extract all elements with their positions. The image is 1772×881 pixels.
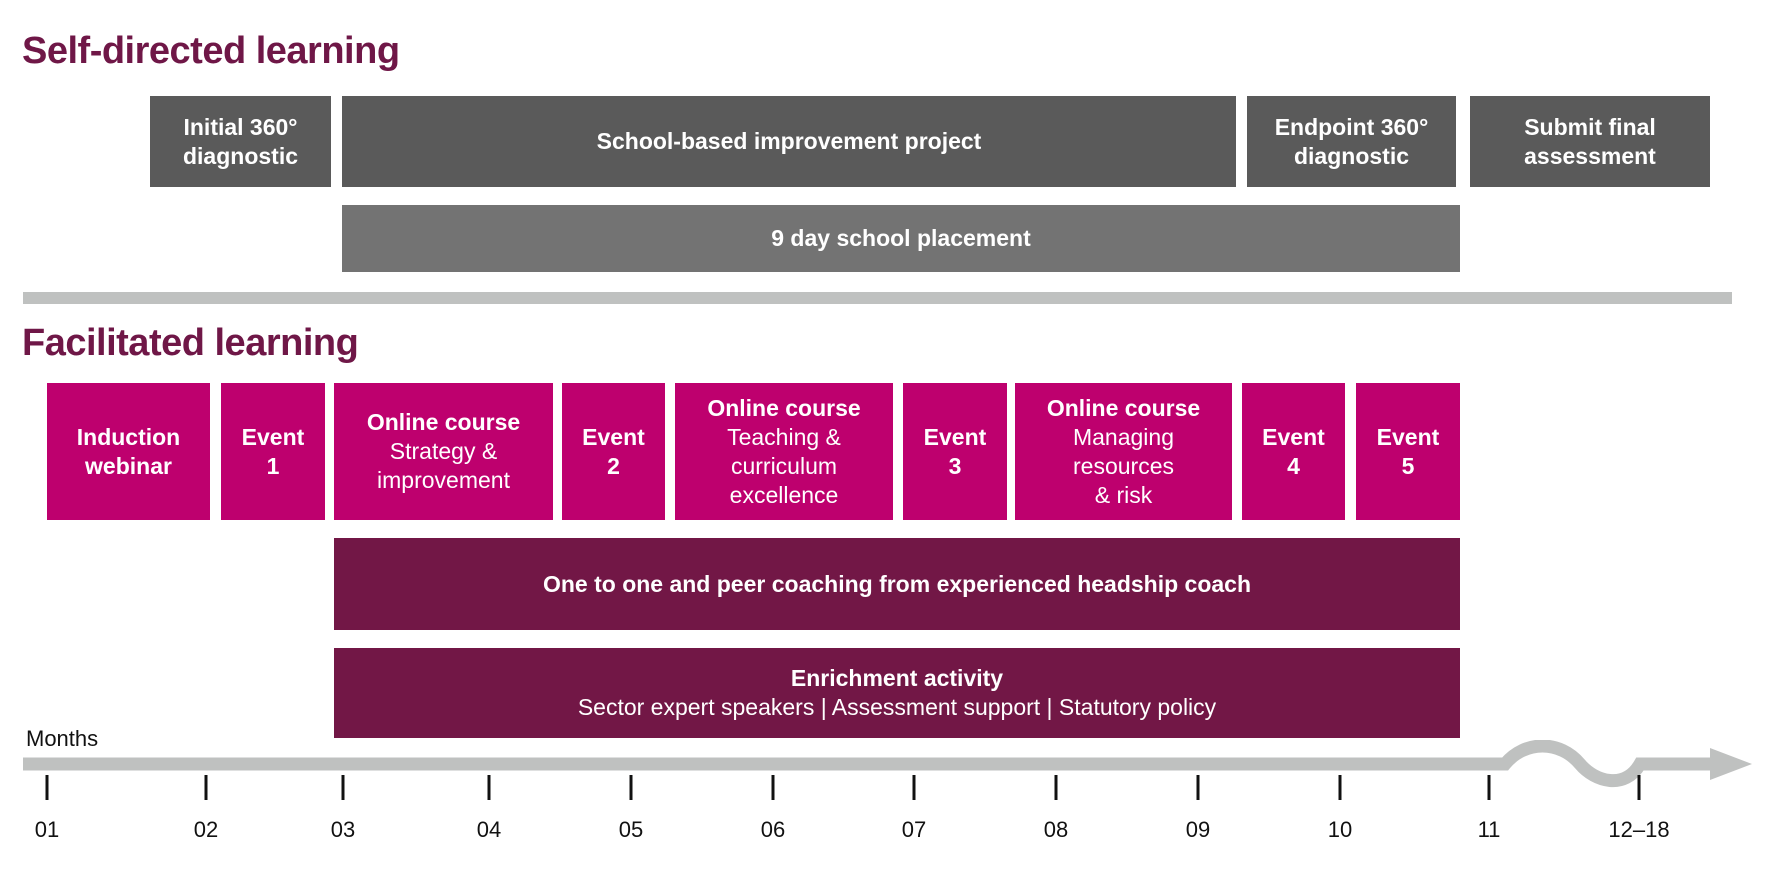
tick-label: 12–18 <box>1608 817 1670 842</box>
box-line: excellence <box>729 481 839 508</box>
box-line: 5 <box>1401 452 1415 479</box>
initial-diagnostic-box: Initial 360° diagnostic <box>150 96 331 187</box>
box-line: Event <box>1262 423 1325 450</box>
school-placement-box: 9 day school placement <box>342 205 1460 272</box>
box-line: Event <box>241 423 305 450</box>
event-5-box: Event 5 <box>1356 383 1460 520</box>
box-line: Managing <box>1072 423 1175 450</box>
box-line: resources <box>1073 452 1174 479</box>
tick-label: 09 <box>1185 817 1211 842</box>
box-line: Event <box>582 423 645 450</box>
months-label: Months <box>26 726 99 751</box>
event-3-box: Event 3 <box>903 383 1007 520</box>
enrichment-box: Enrichment activity Sector expert speake… <box>334 648 1460 738</box>
box-line: 4 <box>1287 452 1300 479</box>
box-line: Submit final <box>1524 113 1656 140</box>
timeline-axis <box>23 740 1752 800</box>
tick-label: 06 <box>760 817 786 842</box>
online-course-resources-box: Online course Managing resources & risk <box>1015 383 1232 520</box>
section-title-self-directed: Self-directed learning <box>22 30 400 72</box>
section-divider <box>23 292 1732 304</box>
box-line: Sector expert speakers | Assessment supp… <box>577 694 1217 720</box>
box-line: assessment <box>1524 142 1656 169</box>
box-line: diagnostic <box>1293 142 1409 169</box>
improvement-project-box: School-based improvement project <box>342 96 1236 187</box>
event-2-box: Event 2 <box>562 383 665 520</box>
endpoint-diagnostic-box: Endpoint 360° diagnostic <box>1247 96 1456 187</box>
box-line: Event <box>1376 423 1440 450</box>
box-line: School-based improvement project <box>596 128 982 154</box>
box-line: 9 day school placement <box>771 225 1031 251</box>
tick-label: 10 <box>1327 817 1353 842</box>
box-line: curriculum <box>730 452 838 479</box>
box-line: Strategy & <box>389 438 498 464</box>
box-line: 3 <box>948 452 962 479</box>
box-line: Endpoint 360° <box>1274 113 1429 140</box>
submit-assessment-box: Submit final assessment <box>1470 96 1710 187</box>
box-line: 1 <box>266 452 280 479</box>
tick-label: 04 <box>476 817 502 842</box>
box-line: Event <box>923 423 987 450</box>
box-line: 2 <box>607 452 620 479</box>
box-line: Initial 360° <box>183 113 298 140</box>
tick-label: 07 <box>901 817 927 842</box>
tick-label: 01 <box>34 817 60 842</box>
box-line: One to one and peer coaching from experi… <box>542 570 1252 597</box>
box-heading: Enrichment activity <box>790 665 1004 691</box>
box-line: & risk <box>1094 481 1153 508</box>
event-1-box: Event 1 <box>221 383 325 520</box>
tick-label: 03 <box>330 817 356 842</box>
axis-arrowhead <box>1710 748 1752 780</box>
box-line: Induction <box>76 423 181 450</box>
tick-label: 11 <box>1477 817 1501 842</box>
coaching-box: One to one and peer coaching from experi… <box>334 538 1460 630</box>
box-line: webinar <box>85 452 172 479</box>
tick-label: 02 <box>193 817 219 842</box>
box-line: diagnostic <box>182 142 298 169</box>
box-line: Teaching & <box>727 423 841 450</box>
box-heading: Online course <box>366 409 521 435</box>
induction-webinar-box: Induction webinar <box>47 383 210 520</box>
tick-label: 08 <box>1043 817 1069 842</box>
section-title-facilitated: Facilitated learning <box>22 322 359 364</box>
online-course-strategy-box: Online course Strategy & improvement <box>334 383 553 520</box>
online-course-teaching-box: Online course Teaching & curriculum exce… <box>675 383 893 520</box>
tick-label: 05 <box>618 817 644 842</box>
event-4-box: Event 4 <box>1242 383 1345 520</box>
box-heading: Online course <box>707 394 861 421</box>
box-heading: Online course <box>1046 394 1201 421</box>
box-line: improvement <box>377 467 510 493</box>
axis-line <box>23 740 1715 787</box>
